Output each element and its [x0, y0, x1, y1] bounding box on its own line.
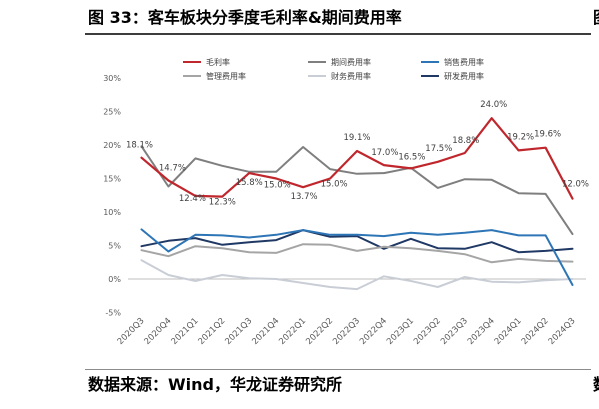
data-label: 12.3%: [209, 198, 236, 208]
x-tick-label: 2021Q1: [170, 316, 201, 347]
data-label: 15.8%: [236, 178, 263, 188]
data-label: 13.7%: [291, 192, 318, 202]
legend-label: 财务费用率: [331, 71, 371, 81]
y-tick-label: 0%: [108, 275, 121, 284]
series-line-financial-expense-ratio: [140, 259, 574, 291]
x-tick-label: 2022Q2: [304, 316, 335, 347]
x-tick-label: 2023Q2: [412, 316, 443, 347]
data-label: 14.7%: [159, 164, 186, 174]
data-label: 18.1%: [126, 141, 153, 151]
series-line-admin-expense-ratio: [140, 243, 574, 264]
series-line-period-expense-ratio: [140, 145, 574, 236]
x-tick-label: 2021Q4: [250, 316, 281, 347]
adjacent-column-fragment-bottom: 数: [593, 374, 599, 396]
legend-item-period-expense-ratio: 期间费用率: [308, 57, 371, 67]
adjacent-column-fragment-top: 图: [593, 7, 599, 29]
data-label: 15.0%: [264, 181, 291, 191]
x-tick-label: 2023Q1: [385, 316, 416, 347]
caption-rule: [85, 33, 591, 35]
x-tick-label: 2024Q1: [493, 316, 524, 347]
x-tick-label: 2022Q1: [277, 316, 308, 347]
data-label: 12.4%: [179, 194, 206, 204]
legend-item-gross-margin: 毛利率: [183, 57, 230, 67]
data-labels-gross-margin: 18.1%14.7%12.4% 12.3%15.8% 15.0%13.7%15.0%…: [126, 100, 589, 207]
data-label: 16.5%: [398, 152, 425, 162]
series-line-gross-margin: [140, 117, 574, 200]
legend-item-rnd-expense-ratio: 研发费用率: [421, 71, 484, 81]
data-label: 19.6%: [534, 130, 561, 140]
legend-item-financial-expense-ratio: 财务费用率: [308, 71, 371, 81]
x-tick-label: 2021Q2: [196, 316, 227, 347]
series-line-sales-expense-ratio: [140, 228, 574, 286]
legend-label: 销售费用率: [444, 57, 484, 67]
x-tick-label: 2023Q3: [439, 316, 470, 347]
legend-label: 毛利率: [206, 57, 230, 67]
data-label: 12.0%: [562, 180, 589, 190]
data-label: 19.1%: [343, 133, 370, 143]
series-line-rnd-expense-ratio: [140, 229, 574, 254]
y-tick-label: 15%: [103, 175, 121, 184]
fragment-text: 图: [593, 7, 599, 29]
data-label: 17.5%: [425, 144, 452, 154]
y-tick-label: 10%: [103, 208, 121, 217]
y-tick-label: 20%: [103, 141, 121, 150]
y-tick-label: 5%: [108, 242, 121, 251]
x-tick-label: 2020Q3: [116, 316, 147, 347]
y-tick-label: 30%: [103, 74, 121, 83]
data-label: 15.0%: [321, 180, 348, 190]
data-label: 19.2%: [507, 132, 534, 142]
figure-caption: 图 33：客车板块分季度毛利率&期间费用率: [88, 8, 402, 27]
data-label: 17.0%: [371, 148, 398, 158]
x-tick-label: 2024Q2: [520, 316, 551, 347]
legend-item-admin-expense-ratio: 管理费用率: [183, 71, 246, 81]
source-rule: [85, 369, 591, 370]
data-label: 18.8%: [452, 136, 479, 146]
x-tick-label: 2023Q4: [466, 316, 497, 347]
legend-label: 期间费用率: [331, 57, 371, 67]
legend-label: 管理费用率: [206, 71, 246, 81]
data-source-note: 数据来源：Wind，华龙证券研究所: [88, 375, 342, 394]
legend-item-sales-expense-ratio: 销售费用率: [421, 57, 484, 67]
x-tick-label: 2021Q3: [223, 316, 254, 347]
series-lines: [140, 117, 574, 291]
x-tick-label: 2022Q4: [358, 316, 389, 347]
y-tick-label: 25%: [103, 108, 121, 117]
axes: -5% 0% 5% 10% 15% 20% 25% 30% 2020Q32020Q42021Q1…: [103, 74, 586, 347]
x-tick-label: 2020Q4: [143, 316, 174, 347]
y-tick-label: -5%: [105, 309, 121, 318]
fragment-text: 数: [593, 374, 599, 396]
legend-label: 研发费用率: [444, 71, 484, 81]
x-tick-label: 2024Q3: [547, 316, 578, 347]
data-label: 24.0%: [480, 100, 507, 110]
x-tick-label: 2022Q3: [331, 316, 362, 347]
